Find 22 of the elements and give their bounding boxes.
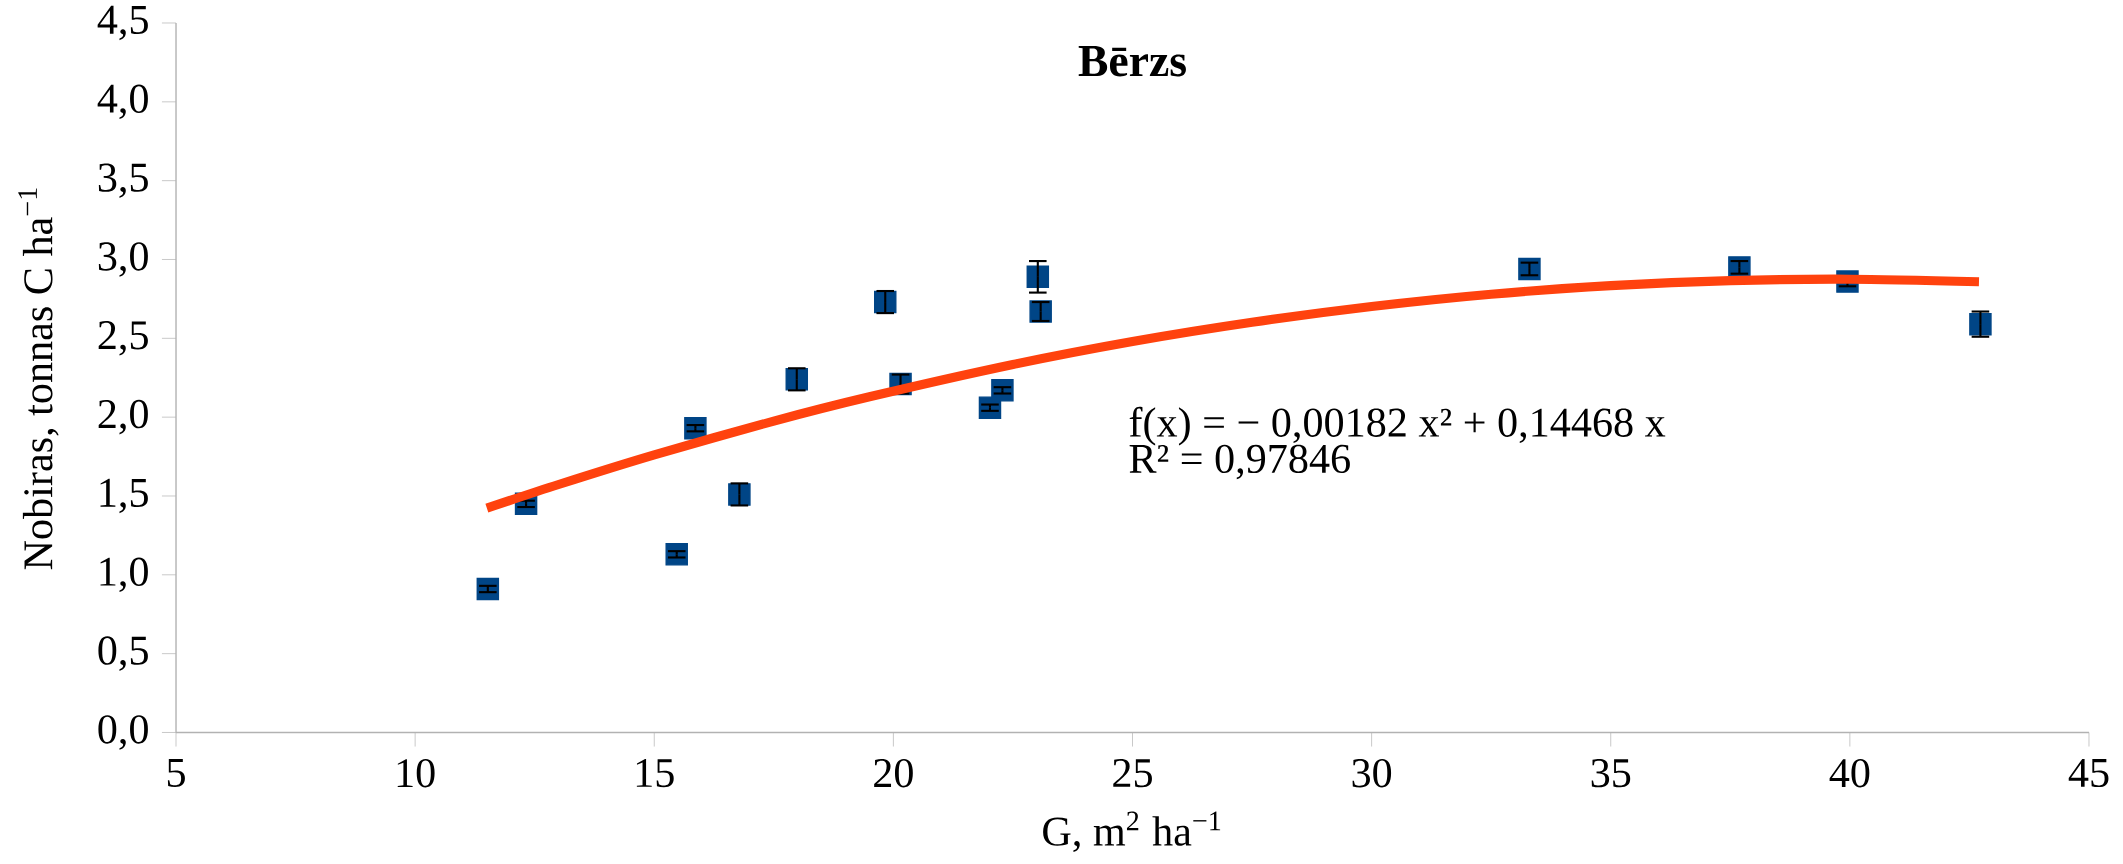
x-tick-label: 30: [1352, 758, 1392, 788]
chart-title: Bērzs: [1078, 46, 1186, 77]
y-tick-label: 2,0: [98, 399, 148, 435]
x-axis-title: G, m$^{2}$ ha$^{−1}$: [1043, 811, 1221, 852]
x-tick-label: 20: [874, 758, 913, 788]
y-tick-label: 1,0: [100, 557, 148, 593]
x-tick-label: 25: [1113, 758, 1152, 788]
y-axis-title: Nobiras, tonnas C ha$^{−1}$: [18, 188, 59, 570]
y-tick-label: 0,5: [98, 636, 148, 671]
x-tick-label: 5: [167, 758, 185, 787]
y-tick-label: 2,5: [98, 321, 148, 356]
y-tick-label: 3,5: [98, 163, 148, 198]
y-tick-label: 4,5: [97, 5, 148, 41]
y-tick-label: 3,0: [98, 242, 148, 277]
y-tick-label: 4,0: [97, 84, 148, 120]
x-tick-label: 35: [1591, 758, 1631, 788]
x-tick-label: 10: [397, 758, 435, 788]
x-tick-label: 45: [2068, 758, 2109, 788]
x-tick-label: 40: [1829, 758, 1870, 788]
x-tick-label: 15: [636, 758, 674, 788]
y-tick-label: 0,0: [98, 715, 148, 750]
y-tick-label: 1,5: [100, 478, 148, 514]
